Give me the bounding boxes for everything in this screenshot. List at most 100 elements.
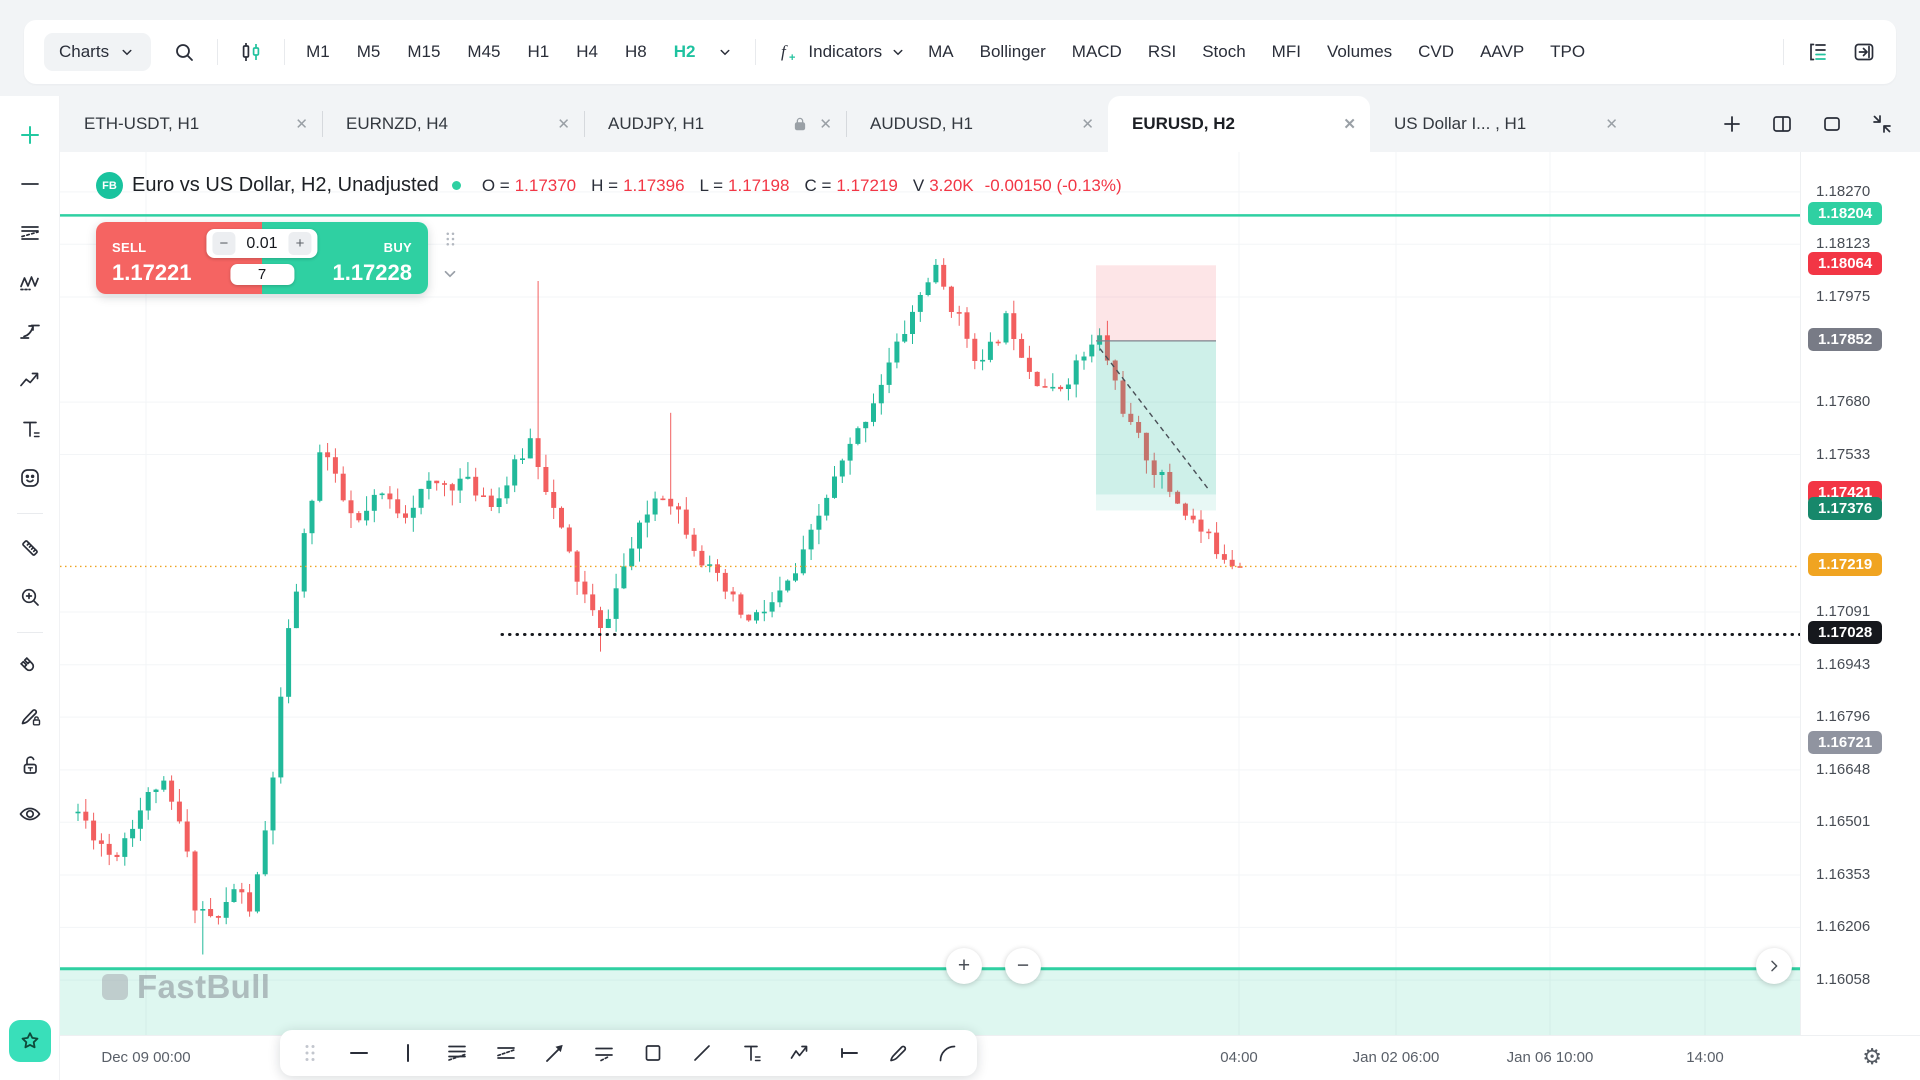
indicator-rsi-button[interactable]: RSI	[1147, 42, 1177, 61]
indicator-mfi-button[interactable]: MFI	[1271, 42, 1301, 61]
indicator-bollinger-button[interactable]: Bollinger	[979, 42, 1046, 61]
timeframe-m45-button[interactable]: M45	[467, 42, 501, 61]
chart-tabbar: ETH-USDT, H1 ✕ EURNZD, H4 ✕ AUDJPY, H1 ✕ AUDUS…	[60, 96, 1920, 152]
scroll-to-realtime-button[interactable]	[1756, 948, 1792, 984]
chart-tab[interactable]: EURUSD, H2 ✕	[1108, 96, 1370, 152]
fib-channel-button[interactable]	[494, 1041, 518, 1065]
emoji-tool-icon	[18, 466, 42, 490]
candlestick-chart[interactable]	[60, 152, 1800, 1035]
order-widget-controls	[441, 230, 459, 283]
indicator-ma-button[interactable]: MA	[928, 42, 954, 61]
timeframe-m15-button[interactable]: M15	[407, 42, 441, 61]
timeframe-h8-button[interactable]: H8	[624, 42, 647, 61]
timeframe-m5-button[interactable]: M5	[356, 42, 381, 61]
add-chart-tab-button[interactable]	[1720, 112, 1744, 136]
chart-tab[interactable]: AUDJPY, H1 ✕	[584, 96, 846, 152]
indicator-tpo-button[interactable]: TPO	[1550, 42, 1586, 61]
price-axis[interactable]: 1.18270 1.18123 1.17975 1.17680 1.17533 1.170…	[1800, 152, 1920, 1035]
tab-close-icon[interactable]: ✕	[295, 116, 308, 133]
vertical-line-button[interactable]	[396, 1041, 420, 1065]
price-tick: 1.16058	[1816, 971, 1871, 989]
drag-handle-button[interactable]	[298, 1041, 322, 1065]
hide-drawings-button[interactable]	[11, 795, 49, 833]
zoom-in-tool-button[interactable]	[11, 578, 49, 616]
ruler-tool-button[interactable]	[11, 529, 49, 567]
chart-tab[interactable]: AUDUSD, H1 ✕	[846, 96, 1108, 152]
magnet-tool-button[interactable]	[11, 648, 49, 686]
trend-arrow-tool-button[interactable]	[11, 361, 49, 399]
arrow-marker-button[interactable]	[543, 1041, 567, 1065]
indicator-stoch-button[interactable]: Stoch	[1202, 42, 1246, 61]
chart-tab[interactable]: EURNZD, H4 ✕	[322, 96, 584, 152]
lock-icon	[791, 115, 809, 133]
emoji-tool-button[interactable]	[11, 459, 49, 497]
add-plus-button[interactable]	[11, 116, 49, 154]
ohlc-value: 1.17219	[836, 175, 898, 195]
fib-retracement-tool-button[interactable]	[11, 214, 49, 252]
chart-tab[interactable]: ETH-USDT, H1 ✕	[60, 96, 322, 152]
parallel-channel-button[interactable]	[592, 1041, 616, 1065]
layout-grid-button[interactable]	[1770, 112, 1794, 136]
add-plus-icon	[18, 123, 42, 147]
ohlc-label: V	[912, 175, 925, 195]
arc-button[interactable]	[935, 1041, 959, 1065]
settings-gear-icon[interactable]: ⚙	[1862, 1044, 1882, 1069]
horizontal-line-tool-icon	[18, 172, 42, 196]
pattern-tool-button[interactable]	[11, 263, 49, 301]
order-quantity-controls: − 0.01 + 7	[206, 229, 318, 285]
candle-style-button[interactable]	[239, 40, 263, 64]
horizontal-line-tool-button[interactable]	[11, 165, 49, 203]
horizontal-line-button[interactable]	[347, 1041, 371, 1065]
timeframe-more-button[interactable]	[716, 43, 734, 61]
indicators-button[interactable]: f + Indicators	[777, 40, 907, 64]
indicator-macd-button[interactable]: MACD	[1071, 42, 1122, 61]
drag-handle-icon[interactable]	[441, 230, 459, 248]
single-view-button[interactable]	[1820, 112, 1844, 136]
timeframe-h2-button[interactable]: H2	[673, 42, 696, 61]
fib-retracement-button[interactable]	[445, 1041, 469, 1065]
timeframe-h4-button[interactable]: H4	[576, 42, 598, 61]
tabs-container: ETH-USDT, H1 ✕ EURNZD, H4 ✕ AUDJPY, H1 ✕ AUDUS…	[60, 96, 1632, 152]
search-button[interactable]	[172, 40, 196, 64]
sell-label: SELL	[112, 239, 147, 255]
trend-line-button[interactable]	[690, 1041, 714, 1065]
charts-menu-button[interactable]: Charts	[44, 33, 152, 71]
indicator-volumes-button[interactable]: Volumes	[1326, 42, 1393, 61]
exit-fullscreen-button[interactable]	[1870, 112, 1894, 136]
indicator-cvd-button[interactable]: CVD	[1418, 42, 1455, 61]
buy-price: 1.17228	[332, 259, 412, 285]
indicator-aavp-button[interactable]: AAVP	[1480, 42, 1525, 61]
tab-close-icon[interactable]: ✕	[819, 116, 832, 133]
text-button[interactable]	[739, 1041, 763, 1065]
collapse-widget-icon[interactable]	[441, 265, 459, 283]
rectangle-button[interactable]	[641, 1041, 665, 1065]
brush-lock-button[interactable]	[11, 697, 49, 735]
text-icon	[744, 1045, 761, 1062]
favorites-star-icon	[18, 1029, 42, 1053]
chart-tab[interactable]: US Dollar I... , H1 ✕	[1370, 96, 1632, 152]
collapse-panel-button[interactable]	[1852, 40, 1876, 64]
brush-button[interactable]	[886, 1041, 910, 1065]
timeframe-h1-button[interactable]: H1	[527, 42, 550, 61]
lock-drawings-button[interactable]	[11, 746, 49, 784]
favorites-star-button[interactable]	[8, 1020, 51, 1062]
projection-tool-button[interactable]	[11, 312, 49, 350]
panel-list-button[interactable]	[1806, 40, 1830, 64]
buy-label: BUY	[383, 239, 412, 255]
timeframe-m1-button[interactable]: M1	[306, 42, 330, 61]
zoom-in-button[interactable]: +	[946, 948, 982, 984]
polyline-arrow-button[interactable]	[788, 1041, 812, 1065]
sell-price: 1.17221	[112, 259, 192, 285]
tab-close-icon[interactable]: ✕	[1343, 116, 1356, 133]
svg-text:f: f	[781, 42, 788, 61]
text-tool-button[interactable]	[11, 410, 49, 448]
tab-close-icon[interactable]: ✕	[1605, 116, 1618, 133]
quantity-increase-button[interactable]: +	[288, 232, 312, 255]
quantity-value[interactable]: 0.01	[246, 234, 278, 252]
tab-close-icon[interactable]: ✕	[1081, 116, 1094, 133]
tab-close-icon[interactable]: ✕	[557, 116, 570, 133]
quantity-decrease-button[interactable]: −	[212, 232, 236, 255]
zoom-out-button[interactable]: −	[1005, 948, 1041, 984]
horizontal-ray-button[interactable]	[837, 1041, 861, 1065]
ruler-tool-icon	[18, 536, 42, 560]
